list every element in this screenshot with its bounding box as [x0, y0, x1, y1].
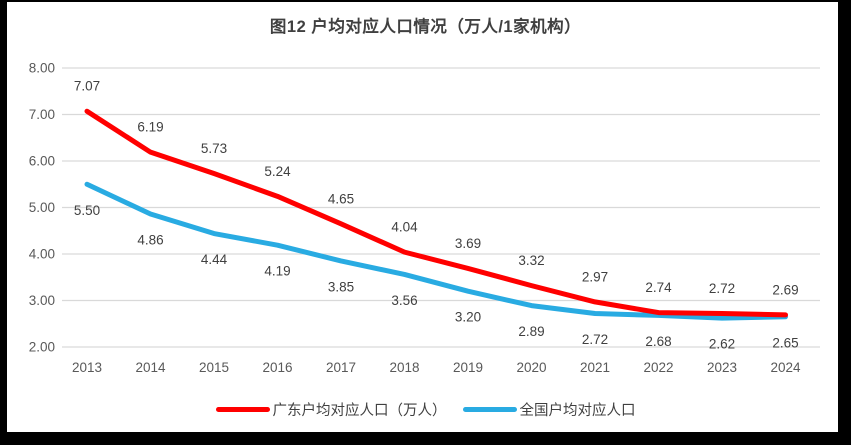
data-label: 2.72: [709, 281, 735, 296]
data-label: 3.69: [455, 236, 481, 251]
chart-legend: 广东户均对应人口（万人） 全国户均对应人口: [0, 399, 851, 420]
data-label: 2.62: [709, 337, 735, 352]
data-label: 2.65: [772, 335, 798, 350]
data-label: 2.69: [772, 282, 798, 297]
data-label: 4.19: [264, 264, 290, 279]
data-label: 4.04: [391, 220, 418, 235]
x-axis-tick: 2018: [389, 360, 419, 375]
data-label: 2.72: [582, 332, 608, 347]
legend-label-national: 全国户均对应人口: [519, 403, 636, 419]
data-label: 7.07: [74, 79, 100, 94]
legend-line-swatch-blue: [462, 407, 517, 412]
x-axis-tick: 2014: [135, 360, 166, 375]
data-label: 4.86: [137, 233, 163, 248]
data-label: 2.68: [645, 334, 671, 349]
data-label: 4.65: [328, 191, 354, 206]
screen-edge-top: [0, 0, 851, 2]
y-axis-tick: 5.00: [29, 200, 55, 215]
series-line-1: [84, 181, 788, 321]
y-axis-tick: 6.00: [29, 154, 55, 169]
data-label: 4.44: [201, 252, 228, 267]
y-axis-tick: 4.00: [29, 247, 55, 262]
x-axis-tick: 2017: [326, 360, 356, 375]
data-label: 2.89: [518, 324, 544, 339]
x-axis-tick: 2022: [643, 360, 673, 375]
legend-item-national: 全国户均对应人口: [462, 399, 636, 420]
data-label: 2.97: [582, 269, 608, 284]
y-axis-tick: 2.00: [29, 340, 55, 355]
data-label: 5.50: [74, 203, 100, 218]
data-label: 6.19: [137, 120, 163, 135]
data-label: 3.85: [328, 279, 354, 294]
screen-edge-right: [838, 0, 851, 445]
x-axis-tick: 2024: [770, 360, 801, 375]
legend-line-swatch-red: [215, 407, 270, 412]
y-axis-tick: 3.00: [29, 293, 55, 308]
data-label: 3.32: [518, 253, 544, 268]
x-axis-tick: 2023: [707, 360, 737, 375]
x-axis-tick: 2020: [516, 360, 546, 375]
legend-item-guangdong: 广东户均对应人口（万人）: [215, 399, 447, 420]
screen-edge-bottom: [0, 432, 851, 445]
screen-edge-left: [0, 0, 7, 445]
legend-label-guangdong: 广东户均对应人口（万人）: [272, 403, 447, 419]
data-label: 3.56: [391, 293, 417, 308]
x-axis-tick: 2013: [72, 360, 102, 375]
series-line-0: [84, 108, 788, 318]
y-axis-tick: 8.00: [29, 61, 55, 76]
data-label: 3.20: [455, 310, 481, 325]
x-axis-tick: 2015: [199, 360, 229, 375]
x-axis-tick: 2016: [262, 360, 292, 375]
x-axis-tick: 2019: [453, 360, 483, 375]
data-label: 5.73: [201, 141, 227, 156]
x-axis-tick: 2021: [580, 360, 610, 375]
chart-title: 图12 户均对应人口情况（万人/1家机构）: [269, 18, 582, 36]
data-label: 5.24: [264, 164, 291, 179]
y-axis-tick: 7.00: [29, 107, 55, 122]
data-label: 2.74: [645, 280, 672, 295]
